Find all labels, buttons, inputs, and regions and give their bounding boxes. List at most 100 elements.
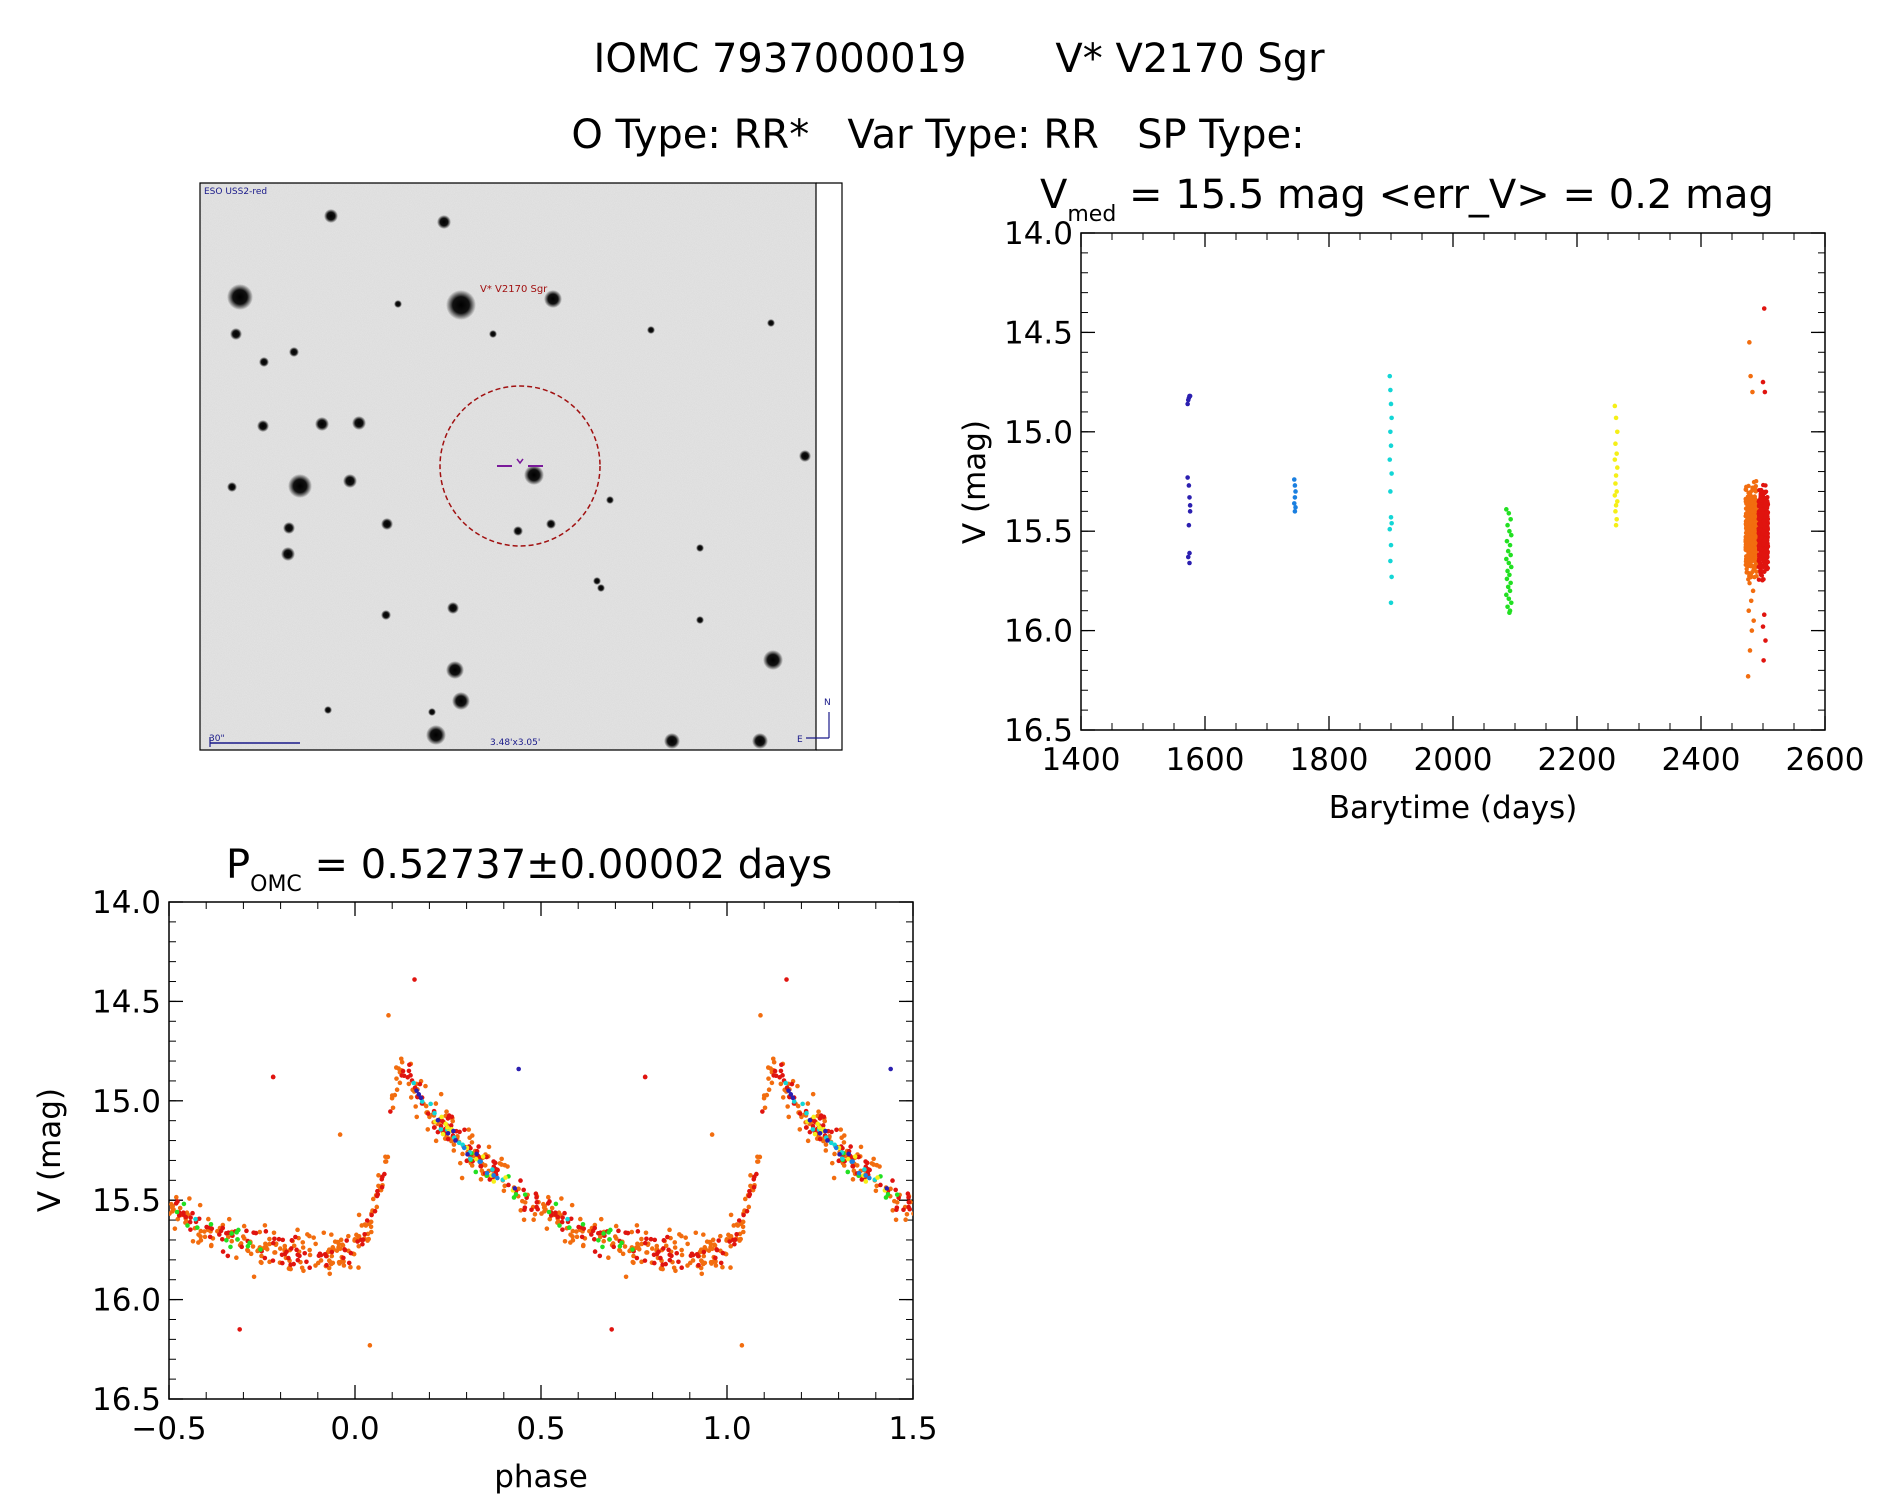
phasecurve-point — [820, 1123, 826, 1128]
phasecurve-point — [698, 1258, 704, 1263]
phasecurve-point — [837, 1152, 842, 1157]
phasecurve-point — [359, 1223, 365, 1228]
lightcurve-point — [1764, 498, 1769, 504]
phasecurve-point — [823, 1142, 829, 1147]
lightcurve-point — [1292, 495, 1298, 500]
phasecurve-point — [171, 1207, 176, 1212]
phasecurve-point — [780, 1095, 786, 1100]
star — [381, 518, 393, 530]
phasecurve-point — [177, 1205, 183, 1211]
phasecurve-point — [901, 1207, 906, 1213]
phasecurve-point — [390, 1105, 396, 1111]
phasecurve-point — [890, 1178, 895, 1183]
lightcurve-point — [1744, 566, 1749, 572]
phasecurve-point — [907, 1206, 913, 1212]
phasecurve-point — [423, 1083, 428, 1089]
phasecurve-point — [660, 1266, 665, 1272]
phasecurve-point — [758, 1013, 763, 1018]
phasecurve-point — [562, 1210, 567, 1216]
phasecurve-point — [533, 1191, 539, 1197]
y-tick-label: 16.5 — [92, 1382, 161, 1418]
phasecurve-point — [574, 1229, 579, 1234]
phasecurve-point — [307, 1252, 313, 1258]
phasecurve-point — [425, 1111, 431, 1116]
phasecurve-point — [187, 1219, 193, 1225]
lightcurve-point — [1615, 465, 1620, 470]
phasecurve-point — [608, 1227, 613, 1233]
phasecurve-point — [239, 1244, 245, 1250]
phasecurve-point — [174, 1209, 180, 1215]
phasecurve-point — [578, 1216, 583, 1222]
phasecurve-point — [784, 977, 789, 982]
phasecurve-point — [766, 1087, 772, 1093]
lightcurve-point — [1291, 477, 1297, 482]
phasecurve-point — [652, 1237, 658, 1243]
phasecurve-point — [663, 1243, 669, 1249]
phasecurve-point — [822, 1118, 828, 1124]
lightcurve-point — [1613, 415, 1619, 421]
phasecurve-point — [379, 1184, 385, 1190]
phasecurve-plot-area — [168, 901, 914, 1400]
target-aperture-circle — [439, 385, 601, 547]
lightcurve-point — [1747, 545, 1752, 550]
y-tick-label: 14.5 — [1004, 315, 1073, 351]
phasecurve-point — [451, 1142, 457, 1147]
phasecurve-point — [279, 1252, 285, 1258]
phasecurve-point — [370, 1196, 376, 1202]
phasecurve-point — [785, 1104, 790, 1109]
phasecurve-point — [631, 1253, 636, 1259]
phasecurve-point — [560, 1227, 565, 1232]
phasecurve-point — [464, 1158, 470, 1164]
phasecurve-point — [337, 1132, 343, 1137]
x-tick-label: 1800 — [1290, 742, 1369, 778]
lightcurve-point — [1746, 608, 1752, 614]
phasecurve-point — [187, 1196, 192, 1201]
phasecurve-point — [217, 1232, 222, 1237]
lightcurve-point — [1505, 604, 1510, 610]
phasecurve-point — [302, 1250, 308, 1256]
phasecurve-point — [270, 1240, 276, 1246]
star — [696, 616, 704, 624]
lightcurve-point — [1758, 557, 1763, 562]
phasecurve-point — [858, 1144, 864, 1150]
phasecurve-point — [833, 1145, 839, 1151]
phasecurve-point — [856, 1154, 861, 1160]
phasecurve-point — [852, 1154, 858, 1159]
phasecurve-point — [460, 1151, 465, 1157]
phasecurve-point — [431, 1125, 437, 1130]
star — [283, 522, 295, 534]
phasecurve-point — [300, 1245, 306, 1250]
lightcurve-point — [1765, 516, 1771, 522]
phasecurve-point — [892, 1198, 897, 1204]
phasecurve-point — [592, 1249, 598, 1254]
phasecurve-point — [262, 1223, 268, 1228]
lightcurve-point — [1743, 487, 1748, 492]
phasecurve-point — [433, 1101, 439, 1106]
x-tick-label: 1600 — [1166, 742, 1245, 778]
lightcurve-point — [1748, 490, 1753, 495]
phasecurve-point — [338, 1237, 344, 1243]
phasecurve-point — [914, 1205, 919, 1210]
phasecurve-point — [202, 1229, 207, 1234]
phasecurve-point — [282, 1243, 288, 1249]
phasecurve-point — [367, 1343, 373, 1348]
phasecurve-point — [778, 1081, 784, 1087]
phasecurve-point — [817, 1125, 822, 1130]
phasecurve-point — [906, 1195, 911, 1200]
phasecurve-point — [181, 1212, 186, 1217]
lightcurve-point — [1752, 566, 1757, 572]
phasecurve-point — [478, 1163, 484, 1169]
lightcurve-point — [1757, 546, 1763, 551]
phasecurve-point — [864, 1160, 870, 1166]
phasecurve-point — [521, 1187, 526, 1193]
lightcurve-point — [1388, 443, 1394, 449]
phasecurve-point — [407, 1062, 412, 1068]
phasecurve-point — [878, 1182, 883, 1188]
star — [524, 465, 544, 485]
lightcurve-point — [1504, 576, 1510, 582]
phasecurve-point — [755, 1154, 760, 1160]
lightcurve-point — [1764, 510, 1769, 515]
phasecurve-point — [795, 1083, 800, 1089]
phasecurve-point — [559, 1196, 564, 1201]
